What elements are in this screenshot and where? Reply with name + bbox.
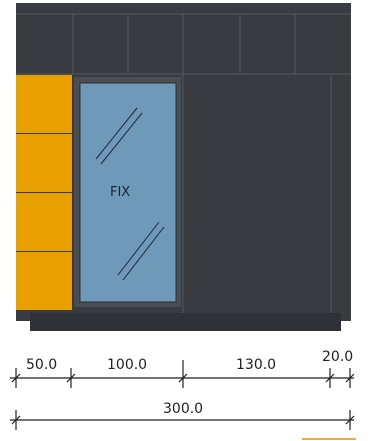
dimension-label-total: 300.0	[163, 401, 203, 417]
dimension-label-segment-4: 20.0	[322, 349, 353, 365]
glass-reflection-marks	[95, 107, 165, 281]
glass-label: FIX	[110, 185, 130, 200]
dimension-label-segment-3: 130.0	[236, 357, 276, 373]
base-plinth	[30, 313, 341, 331]
orange-tile	[16, 134, 72, 192]
orange-tile	[16, 193, 72, 251]
orange-tile	[16, 75, 72, 133]
dimension-label-segment-2: 100.0	[107, 357, 147, 373]
orange-tile-column	[16, 75, 72, 310]
orange-tile	[16, 252, 72, 310]
dimension-label-segment-1: 50.0	[26, 357, 57, 373]
dimension-lines	[10, 360, 355, 430]
